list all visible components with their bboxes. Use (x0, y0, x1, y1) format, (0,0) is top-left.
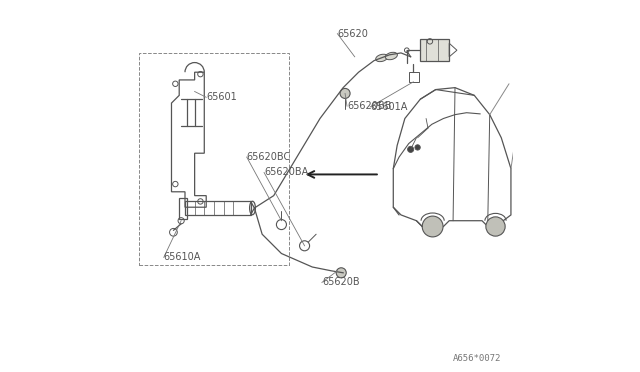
Text: 65620: 65620 (337, 29, 368, 39)
Text: 65620BC: 65620BC (246, 152, 291, 162)
Ellipse shape (376, 54, 388, 62)
Text: 65601: 65601 (206, 92, 237, 102)
Circle shape (336, 268, 346, 278)
Ellipse shape (385, 52, 397, 60)
Circle shape (486, 217, 505, 236)
Text: 65620B: 65620B (322, 278, 360, 288)
Text: 65620BA: 65620BA (264, 167, 308, 177)
Text: 65610A: 65610A (164, 252, 201, 262)
Circle shape (340, 89, 350, 99)
Circle shape (415, 145, 420, 150)
Polygon shape (420, 39, 449, 61)
Circle shape (422, 216, 443, 237)
Text: 65601A: 65601A (370, 102, 408, 112)
Text: 65620BB: 65620BB (347, 101, 392, 111)
Circle shape (408, 146, 413, 153)
Text: A656*0072: A656*0072 (453, 355, 501, 363)
